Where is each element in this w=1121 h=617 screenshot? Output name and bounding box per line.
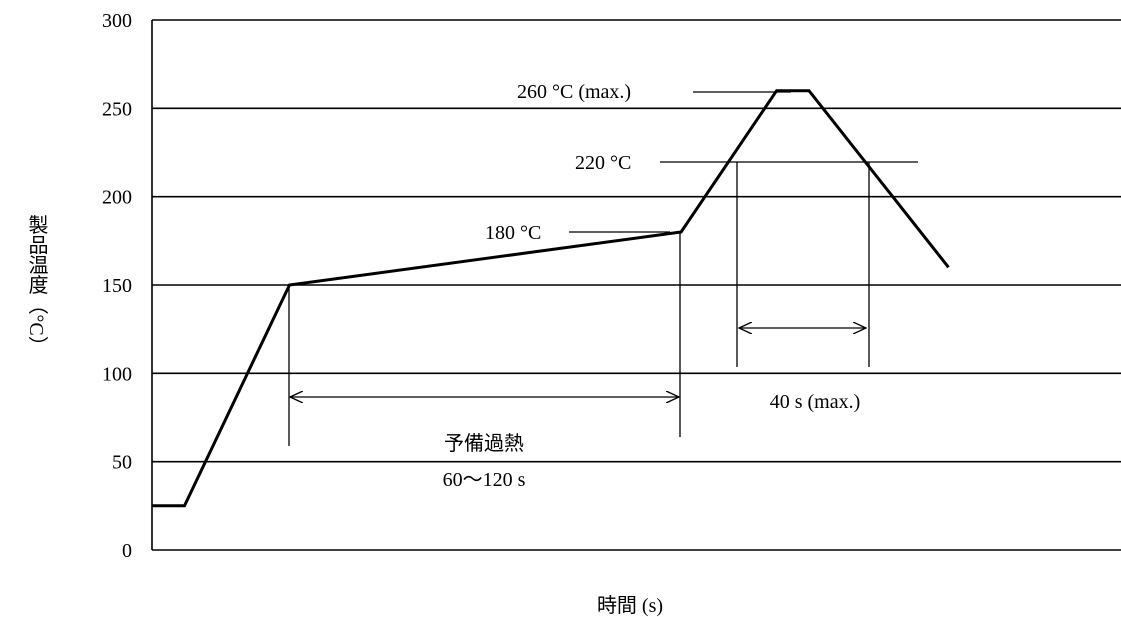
y-tick-labels: 0 50 100 150 200 250 300 [102,10,132,562]
temperature-profile-line [152,89,950,508]
y-tick-label: 200 [102,187,132,209]
y-tick-label: 250 [102,98,132,120]
gridlines [152,19,1121,463]
x-axis-title: 時間 (s) [597,594,663,617]
y-tick-label: 50 [112,452,132,474]
t220-label: 220 °C [575,152,631,174]
peak-temp-label: 260 °C (max.) [517,81,631,103]
t180-label: 180 °C [485,222,541,244]
y-tick-label: 0 [122,540,132,562]
y-tick-label: 300 [102,10,132,32]
y-axis-title: 製品温度（°C） [25,214,48,356]
preheat-label: 予備過熱 [444,432,524,455]
y-tick-label: 150 [102,275,132,297]
y-tick-label: 100 [102,363,132,385]
preheat-time-label: 60～120 s [443,469,526,491]
peak-time-label: 40 s (max.) [770,391,861,413]
